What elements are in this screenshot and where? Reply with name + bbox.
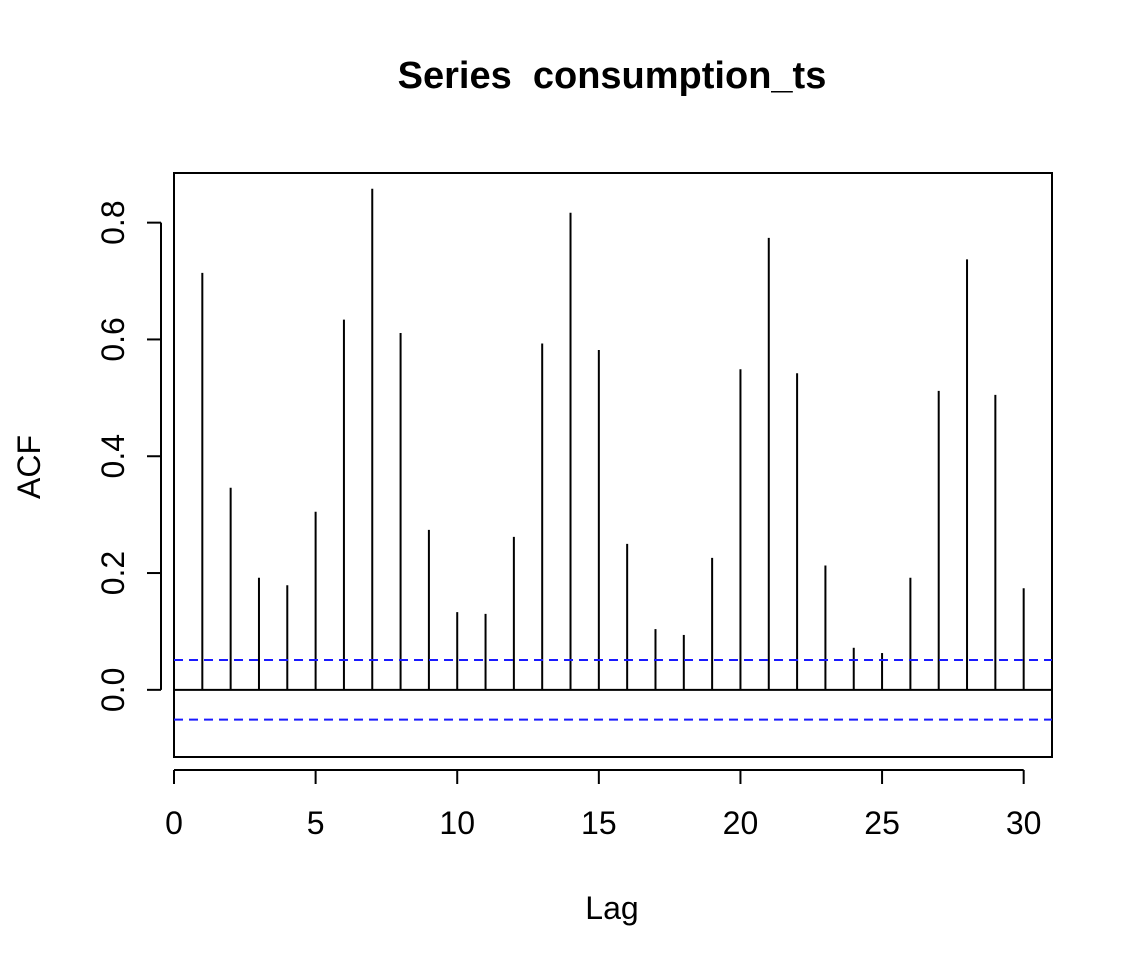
y-tick-label-0.2: 0.2 [95,551,131,595]
y-tick-label-0.6: 0.6 [95,317,131,361]
y-tick-label-0.8: 0.8 [95,200,131,244]
reference-lines [174,659,1052,721]
x-axis-label: Lag [585,890,638,926]
x-tick-label-20: 20 [723,805,759,841]
x-tick-label-10: 10 [439,805,475,841]
plot-frame [173,172,1053,758]
y-axis: 0.0 0.2 0.4 0.6 0.8 [95,200,162,712]
x-tick-label-0: 0 [165,805,183,841]
x-tick-label-15: 15 [581,805,617,841]
x-tick-label-25: 25 [864,805,900,841]
acf-bars [201,188,1025,690]
y-tick-label-0.0: 0.0 [95,668,131,712]
x-tick-label-30: 30 [1006,805,1042,841]
y-axis-label: ACF [11,435,47,499]
y-tick-label-0.4: 0.4 [95,434,131,478]
x-tick-label-5: 5 [307,805,325,841]
chart-title: Series consumption_ts [398,55,827,97]
x-axis: 0 5 10 15 20 25 30 [165,769,1042,841]
